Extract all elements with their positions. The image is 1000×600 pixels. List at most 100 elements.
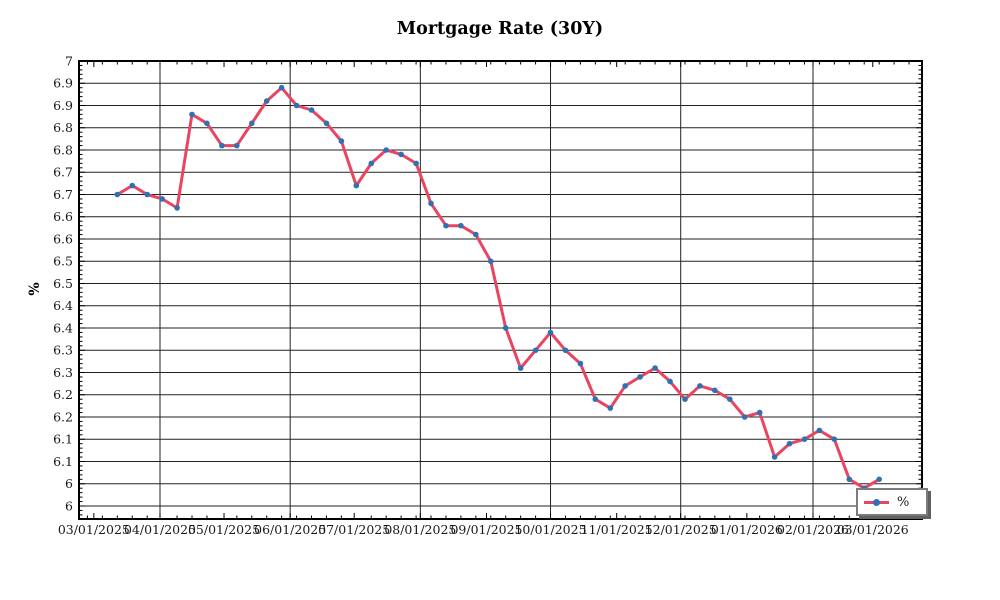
- data-point: [547, 329, 554, 336]
- data-point: [249, 120, 255, 127]
- data-point: [577, 360, 584, 367]
- data-point: [876, 476, 882, 483]
- y-gridlines: [79, 60, 922, 507]
- data-point: [338, 138, 345, 144]
- data-point: [607, 405, 614, 411]
- data-point: [741, 414, 748, 420]
- legend-line-swatch: [864, 498, 889, 506]
- y-tick-labels: 7 6.9 6.9 6.8 6.8 6.7 6.7 6.6 6.6 6.5 6.5 6.4 6.4 6.3…: [53, 53, 73, 513]
- data-point: [159, 196, 165, 202]
- data-point: [771, 454, 778, 460]
- data-point: [189, 111, 195, 118]
- data-point: [488, 258, 494, 265]
- x-tick-label: 05/01/2025: [188, 522, 260, 537]
- data-point: [413, 160, 419, 167]
- data-point: [786, 440, 793, 447]
- axis-ticks: [79, 60, 922, 519]
- data-point: [592, 396, 599, 403]
- data-point: [458, 222, 464, 229]
- data-point: [428, 200, 434, 207]
- legend-marker-dot: [873, 498, 880, 506]
- x-tick-labels: 03/01/202504/01/202505/01/202506/01/2025…: [58, 522, 909, 537]
- y-tick-label: 6.2: [53, 409, 73, 424]
- x-tick-label: 03/01/2026: [837, 522, 909, 537]
- y-tick-label: 6.4: [53, 298, 73, 313]
- data-point: [323, 120, 330, 127]
- data-point-markers: [114, 84, 882, 492]
- rate-line-series: [115, 86, 881, 490]
- x-gridlines: [159, 61, 814, 519]
- data-point: [667, 378, 673, 385]
- data-point: [234, 142, 240, 149]
- x-tick-label: 08/01/2025: [384, 522, 456, 537]
- data-point: [697, 383, 703, 389]
- data-point: [727, 396, 733, 403]
- data-point: [756, 409, 763, 416]
- y-tick-label: 6.7: [53, 165, 73, 180]
- data-point: [443, 222, 449, 229]
- y-tick-label: 6.4: [53, 320, 73, 335]
- data-point: [473, 231, 479, 238]
- data-point: [368, 160, 375, 167]
- y-tick-label: 6.9: [53, 98, 73, 113]
- y-tick-label: 6.5: [53, 254, 73, 269]
- plot-border: [78, 60, 923, 520]
- data-point: [682, 396, 688, 403]
- rate-line: [115, 86, 881, 490]
- legend-label: %: [897, 494, 910, 510]
- data-point: [622, 383, 628, 389]
- data-point: [308, 107, 315, 113]
- y-tick-label: 6.3: [53, 343, 73, 358]
- chart-title: Mortgage Rate (30Y): [396, 19, 604, 39]
- x-tick-label: 06/01/2025: [254, 522, 326, 537]
- data-point: [278, 84, 285, 91]
- data-point: [114, 191, 121, 198]
- data-point: [846, 476, 853, 483]
- data-point: [801, 436, 808, 443]
- data-point: [293, 102, 300, 109]
- x-tick-label: 02/01/2026: [777, 522, 849, 537]
- x-tick-label: 12/01/2025: [645, 522, 717, 537]
- y-tick-label: 6.9: [53, 76, 73, 91]
- y-tick-label: 6.2: [53, 387, 73, 402]
- x-tick-label: 01/01/2026: [711, 522, 783, 537]
- y-tick-label: 6.7: [53, 187, 73, 202]
- data-point: [383, 147, 390, 153]
- data-point: [517, 365, 524, 371]
- y-tick-label: 6.1: [53, 432, 73, 447]
- x-tick-label: 03/01/2025: [58, 522, 130, 537]
- data-point: [204, 120, 210, 127]
- y-tick-label: 6.6: [53, 209, 73, 224]
- data-point: [532, 347, 539, 354]
- data-point: [263, 98, 270, 104]
- y-tick-label: 6.3: [53, 365, 73, 380]
- data-point: [219, 142, 225, 149]
- data-point: [712, 387, 718, 394]
- y-tick-label: 7: [65, 53, 73, 68]
- x-tick-label: 10/01/2025: [514, 522, 586, 537]
- data-point: [562, 347, 569, 354]
- y-axis-title: %: [27, 282, 43, 296]
- legend: %: [856, 488, 928, 516]
- data-point: [144, 191, 150, 198]
- plot-border-rect: [78, 60, 923, 520]
- data-point: [353, 182, 360, 189]
- data-point: [398, 151, 404, 158]
- x-tick-label: 09/01/2025: [450, 522, 522, 537]
- data-point: [174, 205, 180, 211]
- y-tick-label: 6.8: [53, 142, 73, 157]
- y-tick-label: 6.1: [53, 454, 73, 469]
- data-point: [637, 374, 643, 380]
- x-tick-label: 04/01/2025: [124, 522, 196, 537]
- y-tick-label: 6.8: [53, 120, 73, 135]
- x-tick-label: 07/01/2025: [318, 522, 390, 537]
- y-tick-label: 6: [65, 498, 73, 513]
- y-tick-label: 6.6: [53, 231, 73, 246]
- x-tick-label: 11/01/2025: [581, 522, 653, 537]
- y-tick-label: 6: [65, 476, 73, 491]
- data-point: [652, 365, 658, 371]
- data-point: [502, 325, 509, 331]
- data-point: [831, 436, 838, 443]
- data-point: [816, 427, 823, 434]
